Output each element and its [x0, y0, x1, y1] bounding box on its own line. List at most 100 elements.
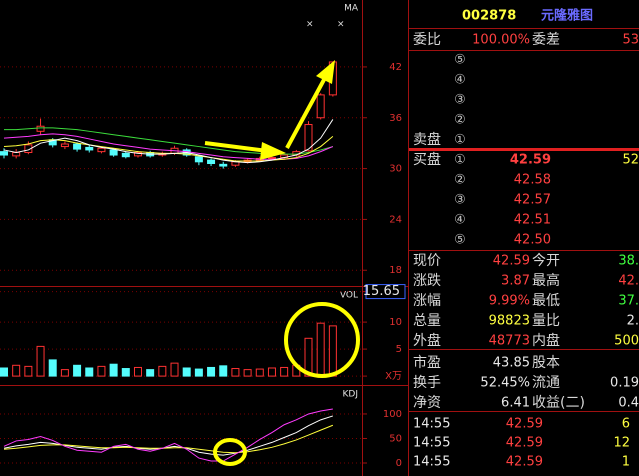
y-tick-label: 100 [383, 409, 402, 420]
candle-body [219, 163, 228, 167]
tick-box [365, 284, 406, 300]
level: ④ [454, 213, 466, 228]
level: ① [454, 133, 466, 148]
stock-name: 元隆雅图 [541, 8, 593, 24]
volume: 1 [622, 455, 630, 470]
label: 涨跌 [413, 273, 441, 289]
value: 0.4 [618, 396, 639, 411]
y-tick-label: 10 [389, 317, 402, 328]
volume-bar [0, 367, 8, 377]
price: 42.58 [514, 173, 551, 188]
label: 收益(二) [532, 395, 585, 411]
label: 现价 [413, 253, 441, 269]
level: ⑤ [454, 53, 466, 68]
level: ⑤ [454, 233, 466, 248]
candle-body [194, 156, 203, 163]
y-tick-label: 18 [389, 265, 402, 276]
panel-label: KDJ [343, 390, 359, 400]
price: 42.59 [506, 417, 543, 432]
volume-bar [194, 368, 203, 377]
volume: 52 [622, 153, 639, 168]
volume-bar [97, 365, 106, 377]
charts: MA 42 36 30 24 18 VOL 15.65 10 5 X万 KDJ 100 50 0 [0, 4, 406, 469]
volume-bar [182, 367, 191, 377]
volume-bar [316, 322, 325, 377]
level: ② [454, 113, 466, 128]
candle-body [97, 147, 106, 153]
label: 买盘 [413, 151, 441, 168]
candle-body [207, 159, 216, 165]
y-tick-label: 5 [396, 344, 402, 355]
label: 今开 [532, 253, 560, 269]
candle-body [133, 151, 142, 157]
price: 42.59 [506, 455, 543, 470]
time: 14:55 [413, 417, 450, 432]
value: 42.59 [493, 254, 530, 269]
volume: 6 [622, 417, 630, 432]
candle-body [60, 143, 69, 148]
level: ③ [454, 193, 466, 208]
volume-bar [12, 364, 21, 377]
candle-body [267, 157, 276, 160]
marker: × [337, 20, 345, 30]
volume-bar [73, 364, 82, 377]
panel-label: MA [344, 4, 359, 14]
candle-body [73, 143, 82, 150]
volume-bar [36, 345, 45, 377]
level: ② [454, 173, 466, 188]
y-tick-label: 15.65 [363, 284, 400, 299]
value: 0.19 [610, 376, 639, 391]
kdj-line [3, 408, 333, 462]
volume-bar [219, 365, 228, 377]
panel-label: VOL [340, 291, 358, 301]
y-tick-label: X万 [385, 371, 402, 382]
candle-body [85, 146, 94, 151]
volume-bar [255, 368, 264, 377]
bid-ask-divider [409, 148, 639, 151]
label: 净资 [413, 395, 441, 411]
y-tick-label: 36 [389, 113, 402, 124]
value: 9.99% [489, 294, 530, 309]
volume-bar [280, 366, 289, 377]
kdj-line [3, 424, 334, 454]
price: 42.50 [514, 233, 551, 248]
volume-bar [121, 368, 130, 377]
volume-bar [24, 365, 33, 377]
candle-body [0, 151, 8, 156]
label: 最高 [532, 272, 560, 289]
value: 48773 [489, 334, 530, 349]
candle-body [24, 144, 33, 153]
label: 股本 [532, 355, 560, 371]
candle-body [36, 125, 45, 132]
candle-body [109, 149, 118, 156]
y-tick-label: 24 [389, 214, 402, 225]
value: 2. [627, 314, 639, 329]
volume-bar [146, 369, 155, 377]
label: 最低 [532, 293, 560, 309]
stock-code: 002878 [462, 9, 516, 24]
value: 37. [618, 294, 639, 309]
value: 500 [614, 334, 639, 349]
volume: 12 [613, 436, 630, 451]
y-tick-label: 50 [389, 433, 402, 444]
volume-bar [170, 362, 179, 377]
candle-body [121, 152, 130, 158]
level: ③ [454, 93, 466, 108]
ma-line [3, 119, 334, 164]
level: ④ [454, 73, 466, 88]
volume-bar [207, 366, 216, 377]
value: 100.00% [472, 33, 530, 48]
volume-bar [267, 367, 276, 377]
candle-body [304, 124, 313, 152]
time: 14:55 [413, 455, 450, 470]
label: 内盘 [532, 332, 560, 349]
label: 外盘 [413, 332, 441, 349]
annotations [204, 60, 360, 466]
level: ① [454, 153, 466, 168]
price: 42.51 [514, 213, 551, 228]
label: 市盈 [413, 354, 441, 371]
volume-bar [158, 365, 167, 377]
